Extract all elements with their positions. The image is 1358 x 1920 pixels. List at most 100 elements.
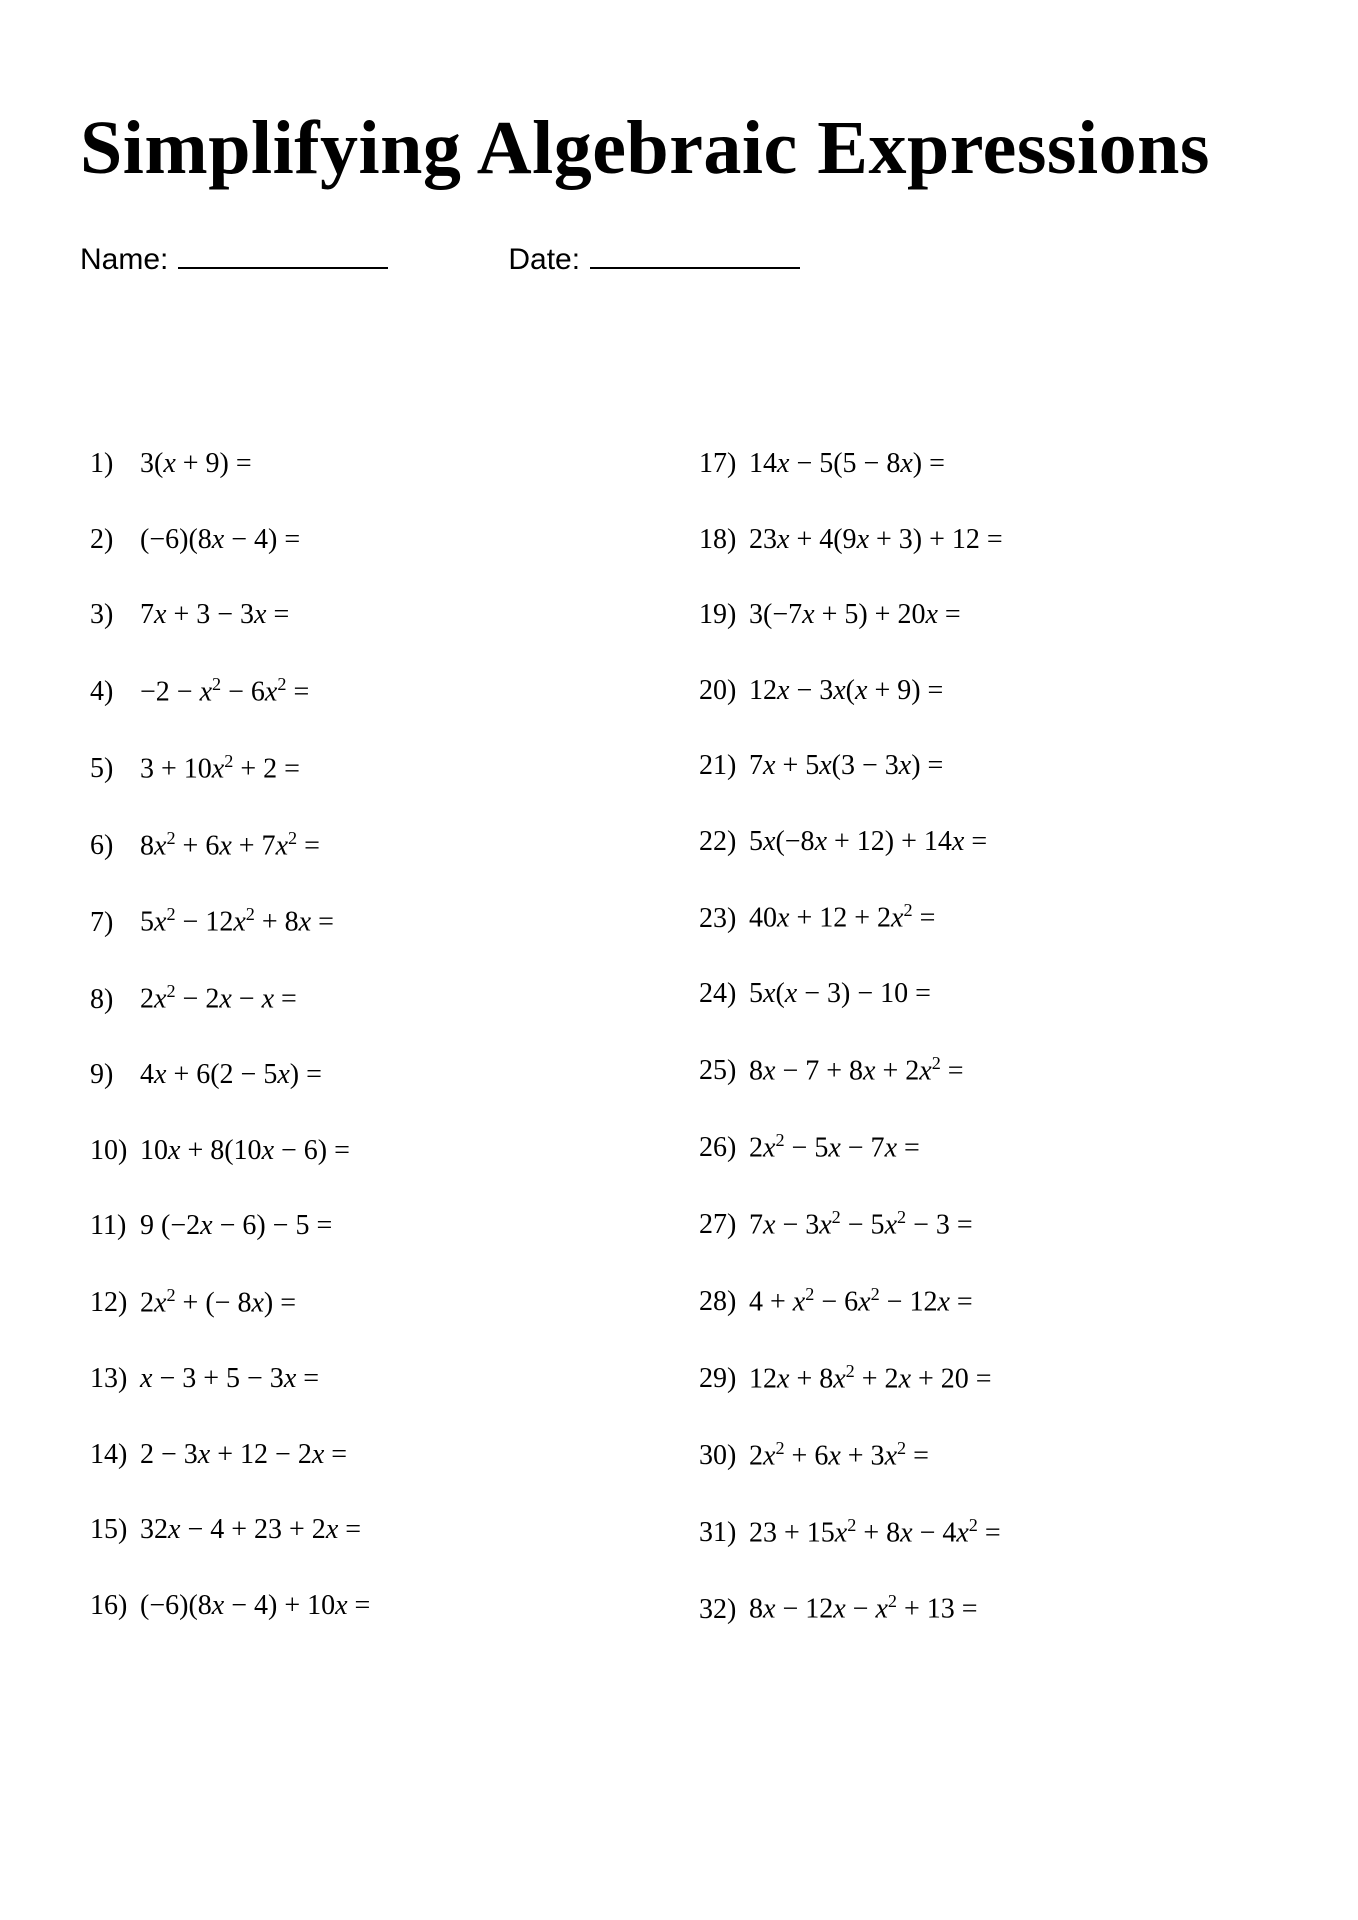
problem-number: 28) xyxy=(699,1285,749,1319)
problem-number: 26) xyxy=(699,1131,749,1165)
problem-expression: 5x(−8x + 12) + 14x = xyxy=(749,825,987,859)
problem-item: 31) 23 + 15x2 + 8x − 4x2 = xyxy=(699,1515,1268,1550)
problem-expression: 14x − 5(5 − 8x) = xyxy=(749,447,945,481)
problem-number: 14) xyxy=(90,1438,140,1472)
date-blank[interactable] xyxy=(590,236,800,269)
problem-item: 14) 2 − 3x + 12 − 2x = xyxy=(90,1438,659,1472)
problem-item: 9) 4x + 6(2 − 5x) = xyxy=(90,1058,659,1092)
problem-number: 29) xyxy=(699,1362,749,1396)
problem-expression: 8x − 12x − x2 + 13 = xyxy=(749,1591,978,1626)
problem-number: 20) xyxy=(699,674,749,708)
problem-expression: 2x2 + 6x + 3x2 = xyxy=(749,1438,929,1473)
problem-number: 16) xyxy=(90,1589,140,1623)
problem-item: 22) 5x(−8x + 12) + 14x = xyxy=(699,825,1268,859)
problem-expression: 7x + 5x(3 − 3x) = xyxy=(749,749,943,783)
worksheet-title: Simplifying Algebraic Expressions xyxy=(80,101,1278,196)
problem-number: 11) xyxy=(90,1209,140,1243)
problem-expression: (−6)(8x − 4) = xyxy=(140,523,300,557)
meta-row: Name: Date: xyxy=(80,236,1278,277)
problem-number: 8) xyxy=(90,983,140,1017)
problem-number: 23) xyxy=(699,902,749,936)
problem-item: 8) 2x2 − 2x − x = xyxy=(90,981,659,1016)
name-blank[interactable] xyxy=(178,236,388,269)
problem-item: 25) 8x − 7 + 8x + 2x2 = xyxy=(699,1053,1268,1088)
problem-item: 21) 7x + 5x(3 − 3x) = xyxy=(699,749,1268,783)
problem-expression: 10x + 8(10x − 6) = xyxy=(140,1134,350,1168)
problem-item: 4) −2 − x2 − 6x2 = xyxy=(90,674,659,709)
problem-item: 15) 32x − 4 + 23 + 2x = xyxy=(90,1513,659,1547)
problem-number: 19) xyxy=(699,598,749,632)
problem-expression: 7x − 3x2 − 5x2 − 3 = xyxy=(749,1207,973,1242)
problem-number: 24) xyxy=(699,977,749,1011)
problem-expression: 3(x + 9) = xyxy=(140,447,252,481)
problem-item: 24) 5x(x − 3) − 10 = xyxy=(699,977,1268,1011)
problem-number: 27) xyxy=(699,1208,749,1242)
problem-number: 30) xyxy=(699,1439,749,1473)
problem-number: 25) xyxy=(699,1054,749,1088)
problem-expression: 2x2 − 5x − 7x = xyxy=(749,1130,920,1165)
problem-number: 22) xyxy=(699,825,749,859)
problem-expression: 40x + 12 + 2x2 = xyxy=(749,900,935,935)
date-label: Date: xyxy=(508,243,580,277)
problem-item: 1) 3(x + 9) = xyxy=(90,447,659,481)
name-label: Name: xyxy=(80,243,168,277)
problem-item: 16) (−6)(8x − 4) + 10x = xyxy=(90,1589,659,1623)
problem-number: 6) xyxy=(90,829,140,863)
problems-col-1: 1) 3(x + 9) = 2) (−6)(8x − 4) = 3) 7x + 3 … xyxy=(90,447,659,1626)
problem-expression: 32x − 4 + 23 + 2x = xyxy=(140,1513,361,1547)
problem-number: 17) xyxy=(699,447,749,481)
problem-expression: x − 3 + 5 − 3x = xyxy=(140,1362,319,1396)
problem-item: 7) 5x2 − 12x2 + 8x = xyxy=(90,904,659,939)
problem-number: 21) xyxy=(699,749,749,783)
problem-number: 1) xyxy=(90,447,140,481)
problem-expression: 3(−7x + 5) + 20x = xyxy=(749,598,961,632)
problem-expression: 12x + 8x2 + 2x + 20 = xyxy=(749,1361,992,1396)
problem-expression: 12x − 3x(x + 9) = xyxy=(749,674,943,708)
problem-number: 31) xyxy=(699,1516,749,1550)
problem-item: 6) 8x2 + 6x + 7x2 = xyxy=(90,828,659,863)
problem-item: 30) 2x2 + 6x + 3x2 = xyxy=(699,1438,1268,1473)
problem-expression: 3 + 10x2 + 2 = xyxy=(140,751,300,786)
problem-item: 32) 8x − 12x − x2 + 13 = xyxy=(699,1591,1268,1626)
name-field: Name: xyxy=(80,236,388,277)
problem-item: 26) 2x2 − 5x − 7x = xyxy=(699,1130,1268,1165)
problem-number: 5) xyxy=(90,752,140,786)
problem-expression: 2x2 + (− 8x) = xyxy=(140,1285,296,1320)
problem-expression: 2 − 3x + 12 − 2x = xyxy=(140,1438,347,1472)
problem-item: 10) 10x + 8(10x − 6) = xyxy=(90,1134,659,1168)
problem-expression: 5x2 − 12x2 + 8x = xyxy=(140,904,334,939)
problem-expression: 8x − 7 + 8x + 2x2 = xyxy=(749,1053,964,1088)
problem-item: 17) 14x − 5(5 − 8x) = xyxy=(699,447,1268,481)
problem-number: 2) xyxy=(90,523,140,557)
problem-item: 27) 7x − 3x2 − 5x2 − 3 = xyxy=(699,1207,1268,1242)
problems-col-2: 17) 14x − 5(5 − 8x) = 18) 23x + 4(9x + 3)… xyxy=(699,447,1268,1626)
problem-item: 13) x − 3 + 5 − 3x = xyxy=(90,1362,659,1396)
problem-item: 29) 12x + 8x2 + 2x + 20 = xyxy=(699,1361,1268,1396)
problem-item: 3) 7x + 3 − 3x = xyxy=(90,598,659,632)
problem-item: 23) 40x + 12 + 2x2 = xyxy=(699,900,1268,935)
problem-number: 13) xyxy=(90,1362,140,1396)
problem-number: 12) xyxy=(90,1286,140,1320)
problem-item: 28) 4 + x2 − 6x2 − 12x = xyxy=(699,1284,1268,1319)
problem-item: 18) 23x + 4(9x + 3) + 12 = xyxy=(699,523,1268,557)
problem-number: 4) xyxy=(90,675,140,709)
problem-item: 19) 3(−7x + 5) + 20x = xyxy=(699,598,1268,632)
problem-item: 11) 9 (−2x − 6) − 5 = xyxy=(90,1209,659,1243)
date-field: Date: xyxy=(508,236,800,277)
problem-number: 18) xyxy=(699,523,749,557)
problem-number: 7) xyxy=(90,906,140,940)
problem-expression: 5x(x − 3) − 10 = xyxy=(749,977,931,1011)
problem-expression: −2 − x2 − 6x2 = xyxy=(140,674,309,709)
problem-expression: 4x + 6(2 − 5x) = xyxy=(140,1058,322,1092)
problem-expression: 23 + 15x2 + 8x − 4x2 = xyxy=(749,1515,1001,1550)
problem-expression: (−6)(8x − 4) + 10x = xyxy=(140,1589,370,1623)
problem-expression: 7x + 3 − 3x = xyxy=(140,598,289,632)
problem-expression: 8x2 + 6x + 7x2 = xyxy=(140,828,320,863)
problem-item: 12) 2x2 + (− 8x) = xyxy=(90,1285,659,1320)
problem-item: 2) (−6)(8x − 4) = xyxy=(90,523,659,557)
problem-item: 20) 12x − 3x(x + 9) = xyxy=(699,674,1268,708)
problem-expression: 9 (−2x − 6) − 5 = xyxy=(140,1209,332,1243)
problem-number: 15) xyxy=(90,1513,140,1547)
problem-number: 3) xyxy=(90,598,140,632)
problem-expression: 4 + x2 − 6x2 − 12x = xyxy=(749,1284,973,1319)
